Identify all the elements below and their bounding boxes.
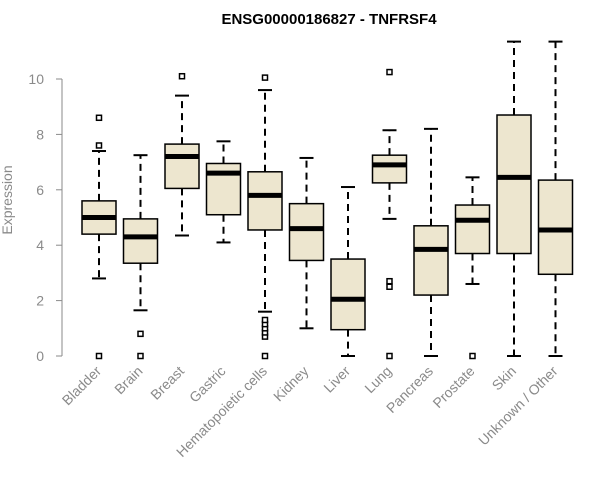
- outlier-point: [261, 352, 269, 360]
- box-brain: [122, 154, 159, 360]
- y-axis: 0 2 4 6 8 10: [28, 71, 63, 364]
- box-bladder: [81, 114, 117, 360]
- category-label: Skin: [489, 363, 520, 394]
- box-skin: [496, 40, 532, 357]
- iqr-box: [330, 258, 366, 331]
- outlier-point: [261, 316, 269, 324]
- box-hematopoietic-cells: [247, 74, 283, 360]
- outlier-point: [386, 283, 393, 290]
- iqr-box: [496, 114, 532, 255]
- box-liver: [330, 186, 366, 357]
- outlier-point: [95, 142, 103, 149]
- chart-title: ENSG00000186827 - TNFRSF4: [221, 11, 437, 28]
- outlier-point: [178, 72, 186, 80]
- iqr-box: [537, 179, 574, 276]
- box-prostate: [454, 176, 491, 360]
- outlier-point: [95, 114, 103, 122]
- y-tick-label: 2: [36, 293, 44, 309]
- outlier-point: [261, 74, 269, 81]
- category-label: Kidney: [270, 363, 312, 405]
- box-breast: [164, 72, 200, 237]
- box-gastric: [205, 140, 242, 244]
- box-lung: [371, 68, 408, 360]
- iqr-box: [122, 218, 159, 264]
- outlier-point: [386, 277, 393, 285]
- category-label: Prostate: [429, 363, 477, 411]
- iqr-box: [413, 225, 449, 296]
- iqr-box: [454, 204, 491, 255]
- y-tick-label: 6: [36, 182, 44, 198]
- category-label: Lung: [361, 363, 394, 396]
- category-label: Liver: [320, 363, 353, 396]
- iqr-box: [371, 154, 408, 184]
- outlier-point: [386, 68, 393, 76]
- outlier-point: [137, 330, 144, 338]
- outlier-point: [469, 352, 476, 360]
- iqr-box: [288, 202, 325, 262]
- outlier-point: [386, 352, 393, 360]
- category-label: Breast: [147, 363, 187, 403]
- y-tick-label: 0: [36, 348, 44, 364]
- y-tick-label: 4: [36, 237, 44, 253]
- outlier-point: [137, 352, 144, 360]
- y-tick-label: 10: [28, 71, 44, 87]
- box-kidney: [288, 156, 325, 330]
- iqr-box: [164, 143, 200, 190]
- box-unknown-other: [537, 40, 574, 357]
- category-label: Brain: [111, 363, 145, 397]
- y-axis-label: Expression: [0, 165, 15, 234]
- box-pancreas: [413, 127, 449, 357]
- category-label: Bladder: [59, 363, 105, 409]
- category-label: Unknown / Other: [475, 363, 561, 449]
- iqr-box: [247, 171, 283, 231]
- box-series: [81, 40, 574, 360]
- y-tick-label: 8: [36, 126, 44, 142]
- outlier-point: [95, 352, 103, 360]
